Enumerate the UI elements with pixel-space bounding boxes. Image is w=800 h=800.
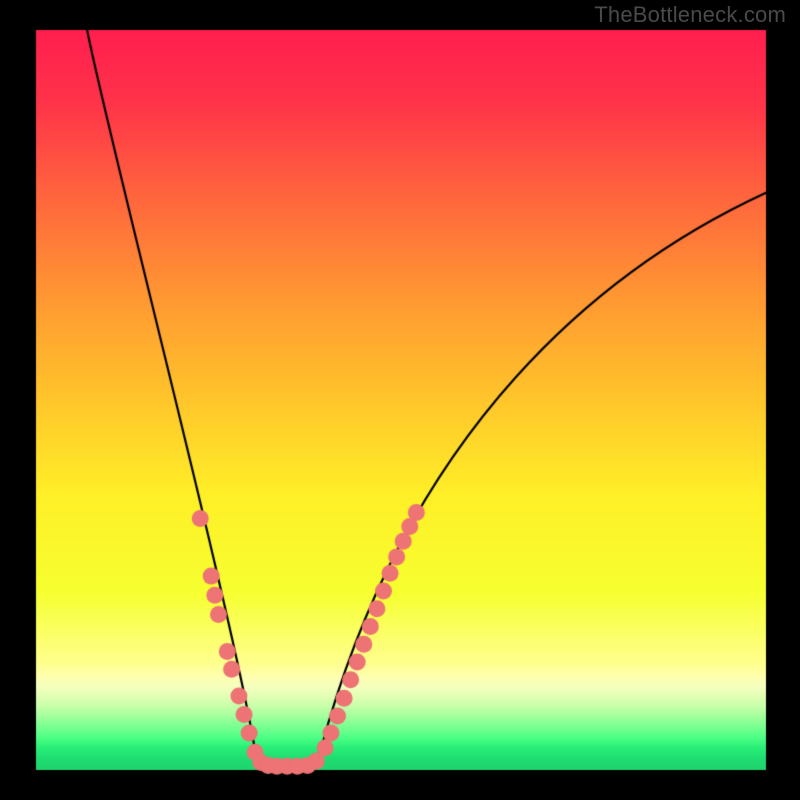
chart-stage: TheBottleneck.com <box>0 0 800 800</box>
watermark-text: TheBottleneck.com <box>594 2 786 28</box>
chart-canvas <box>0 0 800 800</box>
